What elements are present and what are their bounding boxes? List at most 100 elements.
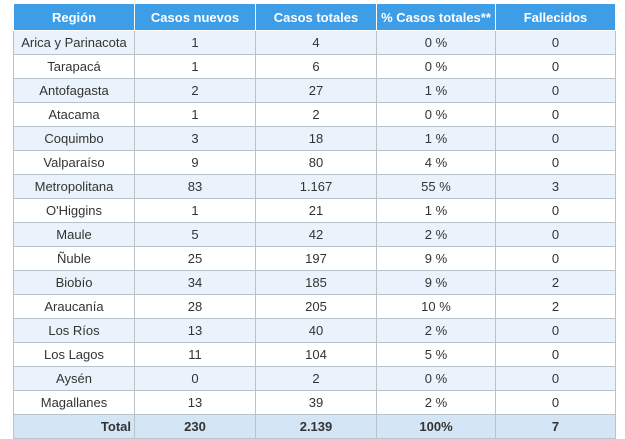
- cell-deaths: 2: [495, 294, 616, 319]
- cell-deaths: 0: [495, 342, 616, 367]
- cell-percent-total: 1 %: [376, 198, 496, 223]
- cell-new-cases: 25: [134, 246, 256, 271]
- table-row: Metropolitana 83 1.167 55 % 3: [13, 174, 616, 199]
- header-deaths: Fallecidos: [495, 3, 616, 31]
- cell-total-cases: 197: [255, 246, 377, 271]
- cell-total-cases: 42: [255, 222, 377, 247]
- cell-deaths: 0: [495, 390, 616, 415]
- total-deaths: 7: [495, 414, 616, 439]
- cell-percent-total: 1 %: [376, 78, 496, 103]
- cell-region: Maule: [13, 222, 135, 247]
- table-row: Los Lagos 11 104 5 % 0: [13, 342, 616, 367]
- cell-region: O'Higgins: [13, 198, 135, 223]
- cell-deaths: 0: [495, 78, 616, 103]
- table-row: Biobío 34 185 9 % 2: [13, 270, 616, 295]
- cell-percent-total: 2 %: [376, 222, 496, 247]
- cell-new-cases: 13: [134, 318, 256, 343]
- total-percent: 100%: [376, 414, 496, 439]
- cell-new-cases: 83: [134, 174, 256, 199]
- cell-percent-total: 9 %: [376, 246, 496, 271]
- cell-region: Atacama: [13, 102, 135, 127]
- table-header-row: Región Casos nuevos Casos totales % Caso…: [13, 3, 616, 31]
- cell-new-cases: 0: [134, 366, 256, 391]
- cell-deaths: 0: [495, 102, 616, 127]
- cell-new-cases: 28: [134, 294, 256, 319]
- table-row: Los Ríos 13 40 2 % 0: [13, 318, 616, 343]
- cell-new-cases: 11: [134, 342, 256, 367]
- cell-region: Valparaíso: [13, 150, 135, 175]
- table-row: Magallanes 13 39 2 % 0: [13, 390, 616, 415]
- cell-percent-total: 0 %: [376, 102, 496, 127]
- cell-total-cases: 40: [255, 318, 377, 343]
- cell-deaths: 3: [495, 174, 616, 199]
- cell-region: Biobío: [13, 270, 135, 295]
- cell-new-cases: 3: [134, 126, 256, 151]
- cell-deaths: 0: [495, 366, 616, 391]
- covid-cases-table-container: Región Casos nuevos Casos totales % Caso…: [13, 3, 616, 439]
- header-region: Región: [13, 3, 135, 31]
- cell-percent-total: 2 %: [376, 390, 496, 415]
- cell-total-cases: 2: [255, 102, 377, 127]
- cell-new-cases: 9: [134, 150, 256, 175]
- cell-deaths: 0: [495, 30, 616, 55]
- table-total-row: Total 230 2.139 100% 7: [13, 414, 616, 439]
- covid-cases-table: Región Casos nuevos Casos totales % Caso…: [13, 3, 616, 439]
- cell-total-cases: 18: [255, 126, 377, 151]
- cell-region: Metropolitana: [13, 174, 135, 199]
- cell-region: Aysén: [13, 366, 135, 391]
- cell-region: Magallanes: [13, 390, 135, 415]
- cell-total-cases: 2: [255, 366, 377, 391]
- cell-region: Tarapacá: [13, 54, 135, 79]
- table-row: Maule 5 42 2 % 0: [13, 222, 616, 247]
- cell-new-cases: 34: [134, 270, 256, 295]
- table-row: Araucanía 28 205 10 % 2: [13, 294, 616, 319]
- table-row: Ñuble 25 197 9 % 0: [13, 246, 616, 271]
- cell-deaths: 0: [495, 246, 616, 271]
- cell-total-cases: 39: [255, 390, 377, 415]
- cell-new-cases: 2: [134, 78, 256, 103]
- cell-region: Antofagasta: [13, 78, 135, 103]
- cell-deaths: 0: [495, 222, 616, 247]
- table-row: Coquimbo 3 18 1 % 0: [13, 126, 616, 151]
- cell-region: Ñuble: [13, 246, 135, 271]
- cell-total-cases: 80: [255, 150, 377, 175]
- header-new-cases: Casos nuevos: [134, 3, 256, 31]
- header-percent-total: % Casos totales**: [376, 3, 496, 31]
- cell-deaths: 0: [495, 54, 616, 79]
- table-row: Arica y Parinacota 1 4 0 % 0: [13, 30, 616, 55]
- cell-total-cases: 1.167: [255, 174, 377, 199]
- table-row: Valparaíso 9 80 4 % 0: [13, 150, 616, 175]
- cell-new-cases: 1: [134, 30, 256, 55]
- cell-new-cases: 1: [134, 54, 256, 79]
- cell-total-cases: 185: [255, 270, 377, 295]
- cell-percent-total: 10 %: [376, 294, 496, 319]
- cell-total-cases: 6: [255, 54, 377, 79]
- cell-region: Los Ríos: [13, 318, 135, 343]
- cell-percent-total: 5 %: [376, 342, 496, 367]
- cell-region: Coquimbo: [13, 126, 135, 151]
- cell-percent-total: 0 %: [376, 54, 496, 79]
- cell-total-cases: 4: [255, 30, 377, 55]
- cell-new-cases: 1: [134, 198, 256, 223]
- cell-percent-total: 0 %: [376, 366, 496, 391]
- table-row: Aysén 0 2 0 % 0: [13, 366, 616, 391]
- cell-percent-total: 4 %: [376, 150, 496, 175]
- cell-total-cases: 104: [255, 342, 377, 367]
- total-label: Total: [13, 414, 135, 439]
- cell-new-cases: 1: [134, 102, 256, 127]
- table-row: Tarapacá 1 6 0 % 0: [13, 54, 616, 79]
- cell-deaths: 0: [495, 198, 616, 223]
- header-total-cases: Casos totales: [255, 3, 377, 31]
- cell-deaths: 2: [495, 270, 616, 295]
- cell-percent-total: 2 %: [376, 318, 496, 343]
- cell-new-cases: 13: [134, 390, 256, 415]
- cell-percent-total: 55 %: [376, 174, 496, 199]
- cell-region: Araucanía: [13, 294, 135, 319]
- cell-total-cases: 27: [255, 78, 377, 103]
- cell-total-cases: 21: [255, 198, 377, 223]
- cell-percent-total: 9 %: [376, 270, 496, 295]
- table-row: Antofagasta 2 27 1 % 0: [13, 78, 616, 103]
- total-new-cases: 230: [134, 414, 256, 439]
- table-row: O'Higgins 1 21 1 % 0: [13, 198, 616, 223]
- total-cases: 2.139: [255, 414, 377, 439]
